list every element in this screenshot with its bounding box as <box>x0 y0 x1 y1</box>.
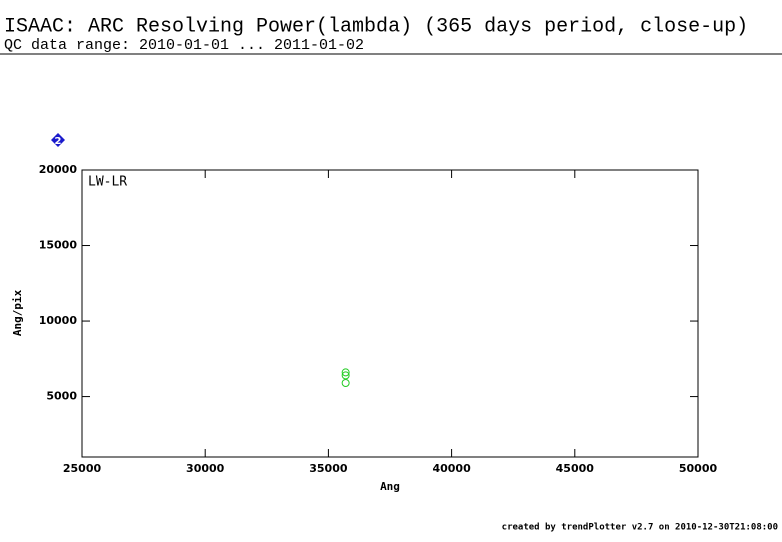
marker-badge-label: 2 <box>55 136 62 147</box>
x-tick-label: 50000 <box>679 462 718 475</box>
x-tick-label: 45000 <box>556 462 595 475</box>
y-tick-label: 10000 <box>39 314 78 327</box>
x-tick-label: 25000 <box>63 462 102 475</box>
y-axis-label: Ang/pix <box>11 289 24 336</box>
y-tick-label: 5000 <box>46 390 77 403</box>
legend-label: LW-LR <box>88 175 127 190</box>
point <box>341 368 350 377</box>
x-tick-label: 40000 <box>432 462 471 475</box>
footer: created by trendPlotter v2.7 on 2010-12-… <box>502 523 778 533</box>
chart-title: ISAAC: ARC Resolving Power(lambda) (365 … <box>4 15 748 38</box>
chart-subtitle: QC data range: 2010-01-01 ... 2011-01-02 <box>4 37 364 54</box>
marker-badge <box>51 133 65 147</box>
plot-frame <box>81 169 699 458</box>
point <box>341 378 350 387</box>
x-tick-label: 35000 <box>309 462 348 475</box>
x-axis-label: Ang <box>380 480 400 493</box>
x-tick-label: 30000 <box>186 462 225 475</box>
y-tick-label: 15000 <box>39 239 78 252</box>
point <box>341 371 350 380</box>
y-tick-label: 20000 <box>39 163 78 176</box>
